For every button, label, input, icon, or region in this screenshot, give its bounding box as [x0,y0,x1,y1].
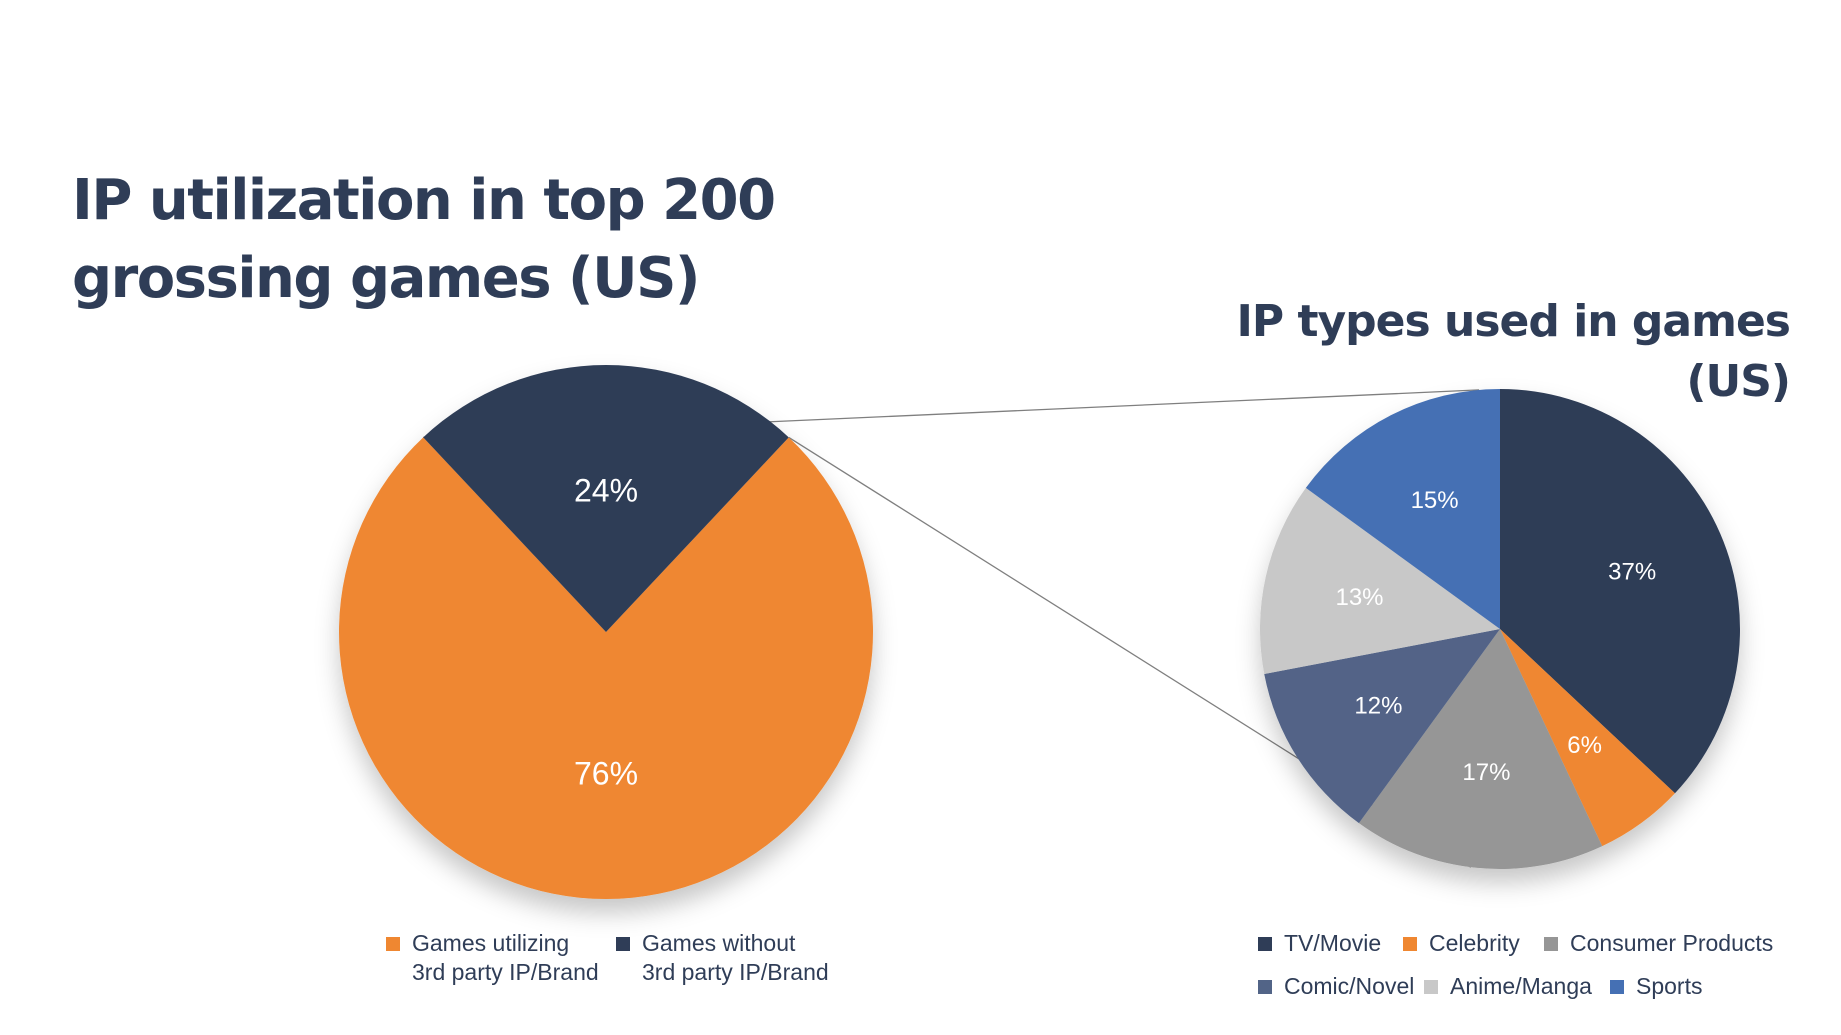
legend-label: Games utilizing 3rd party IP/Brand [412,930,599,985]
ip-types-pie-data-label-5: 15% [1411,487,1459,514]
ip-types-pie-slice-1 [1500,629,1675,847]
ip-types-pie-data-label-4: 13% [1335,584,1383,611]
main-pie-data-label-0: 76% [574,756,638,792]
chart-title: IP utilization in top 200 grossing games… [72,168,776,311]
legend-swatch [1403,937,1417,951]
legend-label: Comic/Novel [1284,973,1415,999]
main-pie-labels: 76% 24% [574,473,638,792]
main-pie [338,365,874,900]
ip-types-pie-slice-3 [1264,629,1500,824]
ip-types-pie-data-label-0: 37% [1608,558,1656,585]
ip-types-pie-slice-4 [1260,487,1500,674]
ip-types-pie-data-label-1: 6% [1567,732,1602,759]
main-pie-legend: Games utilizing 3rd party IP/Brand Games… [386,929,866,999]
legend-swatch [1610,980,1624,994]
legend-label: Consumer Products [1570,930,1774,956]
legend-swatch [1424,980,1438,994]
legend-label: Anime/Manga [1450,973,1592,999]
legend-swatch [386,937,400,951]
legend-swatch [1258,937,1272,951]
ip-types-legend: TV/Movie Celebrity Consumer Products Com… [1258,929,1818,1009]
ip-types-pie-slice-2 [1358,629,1603,870]
legend-label: Sports [1636,973,1703,999]
main-pie-slice-1 [423,365,789,632]
legend-label: Celebrity [1429,930,1520,956]
ip-types-pie-slice-0 [1500,389,1740,794]
legend-label: TV/Movie [1284,930,1382,956]
legend-label: Games without 3rd party IP/Brand [642,930,829,985]
secondary-chart-title: IP types used in games (US) [1236,296,1791,407]
ip-types-pie-data-label-3: 12% [1354,693,1402,720]
main-pie-slice-0 [338,437,874,900]
legend-swatch [616,937,630,951]
ip-types-pie-labels: 37% 6% 17% 12% 13% 15% [1335,487,1656,786]
ip-types-pie-data-label-2: 17% [1462,759,1510,786]
ip-types-pie-slice-5 [1305,389,1500,629]
main-pie-data-label-1: 24% [574,473,638,509]
legend-swatch [1544,937,1558,951]
ip-types-pie [1260,389,1740,870]
legend-swatch [1258,980,1272,994]
